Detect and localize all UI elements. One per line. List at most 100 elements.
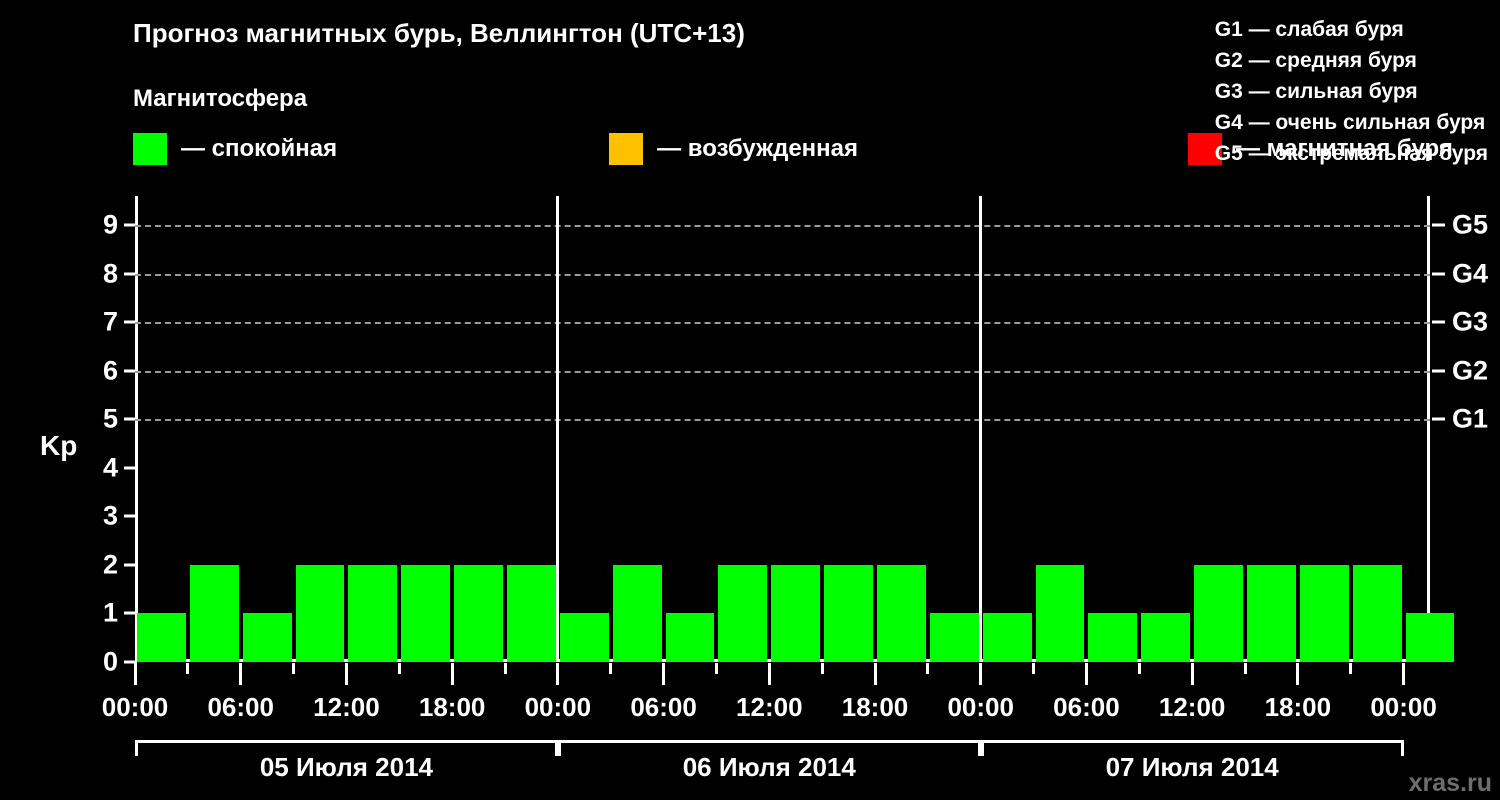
- date-bracket: [980, 740, 1404, 756]
- legend-label-calm: — спокойная: [181, 135, 338, 162]
- gridline-kp-7: [135, 322, 1430, 325]
- bar: [612, 564, 662, 662]
- legend-swatch-calm: [133, 133, 167, 165]
- y-tick-mark-3: [124, 514, 137, 518]
- g-scale-line-5: G5 — экстремальная буря: [1214, 142, 1488, 165]
- x-tick-minor: [292, 663, 296, 674]
- x-tick-label: 06:00: [1053, 692, 1120, 722]
- bar: [348, 564, 398, 662]
- watermark: xras.ru: [1408, 769, 1492, 797]
- x-tick-major: [1190, 663, 1194, 685]
- y-tick-label-3: 3: [102, 500, 118, 531]
- x-tick-minor: [186, 663, 190, 674]
- g-axis-tick-G5: [1432, 223, 1445, 227]
- x-tick-label: 12:00: [1158, 692, 1226, 722]
- bar: [718, 564, 768, 662]
- y-tick-mark-4: [124, 466, 137, 470]
- x-tick-label: 12:00: [313, 692, 380, 722]
- x-tick-major: [1084, 663, 1088, 685]
- g-scale-line-4: G4 — очень сильная буря: [1214, 111, 1486, 134]
- x-tick-minor: [609, 663, 613, 674]
- y-tick-mark-1: [124, 611, 137, 615]
- legend-swatch-unsettled: [609, 133, 644, 165]
- g-axis-tick-G3: [1432, 320, 1445, 324]
- g-axis-label-G4: G4: [1452, 258, 1489, 289]
- legend-entry-calm: — спокойная: [133, 133, 337, 165]
- g-scale-legend: G1 — слабая буря G2 — средняя буря G3 — си…: [1215, 14, 1488, 169]
- bar: [1247, 564, 1296, 662]
- x-tick-label: 00:00: [1370, 692, 1437, 722]
- bar: [1352, 564, 1402, 662]
- bar: [189, 564, 239, 662]
- bar: [824, 564, 873, 662]
- g-scale-line-1: G1 — слабая буря: [1214, 18, 1404, 41]
- x-tick-minor: [503, 663, 507, 674]
- g-axis-tick-G4: [1432, 272, 1445, 276]
- x-tick-minor: [820, 663, 824, 674]
- bar: [137, 613, 186, 662]
- x-tick-label: 00:00: [101, 692, 169, 722]
- date-label: 05 Июля 2014: [259, 752, 433, 782]
- x-tick-major: [767, 663, 771, 685]
- x-tick-label: 00:00: [524, 692, 592, 722]
- bar: [242, 613, 292, 662]
- x-tick-label: 06:00: [207, 692, 274, 722]
- y-tick-label-4: 4: [102, 452, 118, 483]
- bar: [1035, 564, 1085, 662]
- gridline-kp-5: [135, 419, 1430, 422]
- bar: [507, 564, 556, 662]
- x-tick-label: 00:00: [947, 692, 1014, 722]
- g-axis-label-G5: G5: [1452, 209, 1489, 240]
- x-tick-minor: [1032, 663, 1036, 674]
- x-tick-major: [662, 663, 666, 685]
- bar: [559, 613, 609, 662]
- x-tick-label: 18:00: [418, 692, 486, 722]
- y-tick-mark-9: [124, 223, 137, 227]
- g-axis-label-G1: G1: [1452, 403, 1489, 434]
- bar: [401, 564, 451, 662]
- gridline-kp-6: [135, 370, 1430, 373]
- gridline-kp-8: [135, 273, 1430, 276]
- x-tick-major: [450, 663, 454, 685]
- bar: [1405, 613, 1455, 662]
- bar: [454, 564, 503, 662]
- x-tick-major: [1402, 663, 1406, 685]
- date-bracket: [135, 740, 558, 756]
- y-tick-label-6: 6: [102, 355, 118, 386]
- gridline-kp-9: [135, 225, 1430, 228]
- x-tick-label: 18:00: [841, 692, 909, 722]
- day-divider: [556, 196, 560, 662]
- magnetosphere-heading: Магнитосфера: [133, 85, 308, 112]
- magnetosphere-legend: — спокойная — возбужденная — магнитная бур…: [133, 133, 1453, 165]
- y-tick-mark-7: [124, 320, 137, 324]
- x-tick-major: [556, 663, 560, 685]
- x-tick-minor: [397, 663, 401, 674]
- x-tick-major: [873, 663, 877, 685]
- y-tick-mark-6: [124, 369, 137, 373]
- date-label: 06 Июля 2014: [682, 752, 856, 782]
- x-tick-major: [239, 663, 243, 685]
- page-title: Прогноз магнитных бурь, Веллингтон (UTC+…: [133, 18, 745, 48]
- legend-label-storm: — магнитная буря: [1236, 135, 1453, 162]
- bar: [1299, 564, 1349, 662]
- g-scale-line-3: G3 — сильная буря: [1214, 80, 1418, 103]
- x-tick-label: 12:00: [736, 692, 803, 722]
- g-scale-line-2: G2 — средняя буря: [1214, 49, 1417, 72]
- bar: [929, 613, 979, 662]
- g-axis-label-G2: G2: [1452, 355, 1489, 386]
- g-axis-tick-G2: [1432, 369, 1445, 373]
- day-divider: [979, 196, 983, 662]
- bar: [1141, 613, 1191, 662]
- legend-entry-unsettled: — возбужденная: [609, 133, 858, 165]
- x-tick-label: 06:00: [630, 692, 697, 722]
- x-tick-major: [133, 663, 137, 685]
- legend-swatch-storm: [1188, 133, 1223, 165]
- bar: [771, 564, 821, 662]
- y-tick-label-8: 8: [102, 258, 118, 289]
- x-tick-major: [979, 663, 983, 685]
- y-tick-mark-8: [124, 272, 137, 276]
- bar: [665, 613, 715, 662]
- date-label: 07 Июля 2014: [1105, 752, 1279, 782]
- chart-plot-area: [135, 196, 1455, 662]
- x-tick-major: [344, 663, 348, 685]
